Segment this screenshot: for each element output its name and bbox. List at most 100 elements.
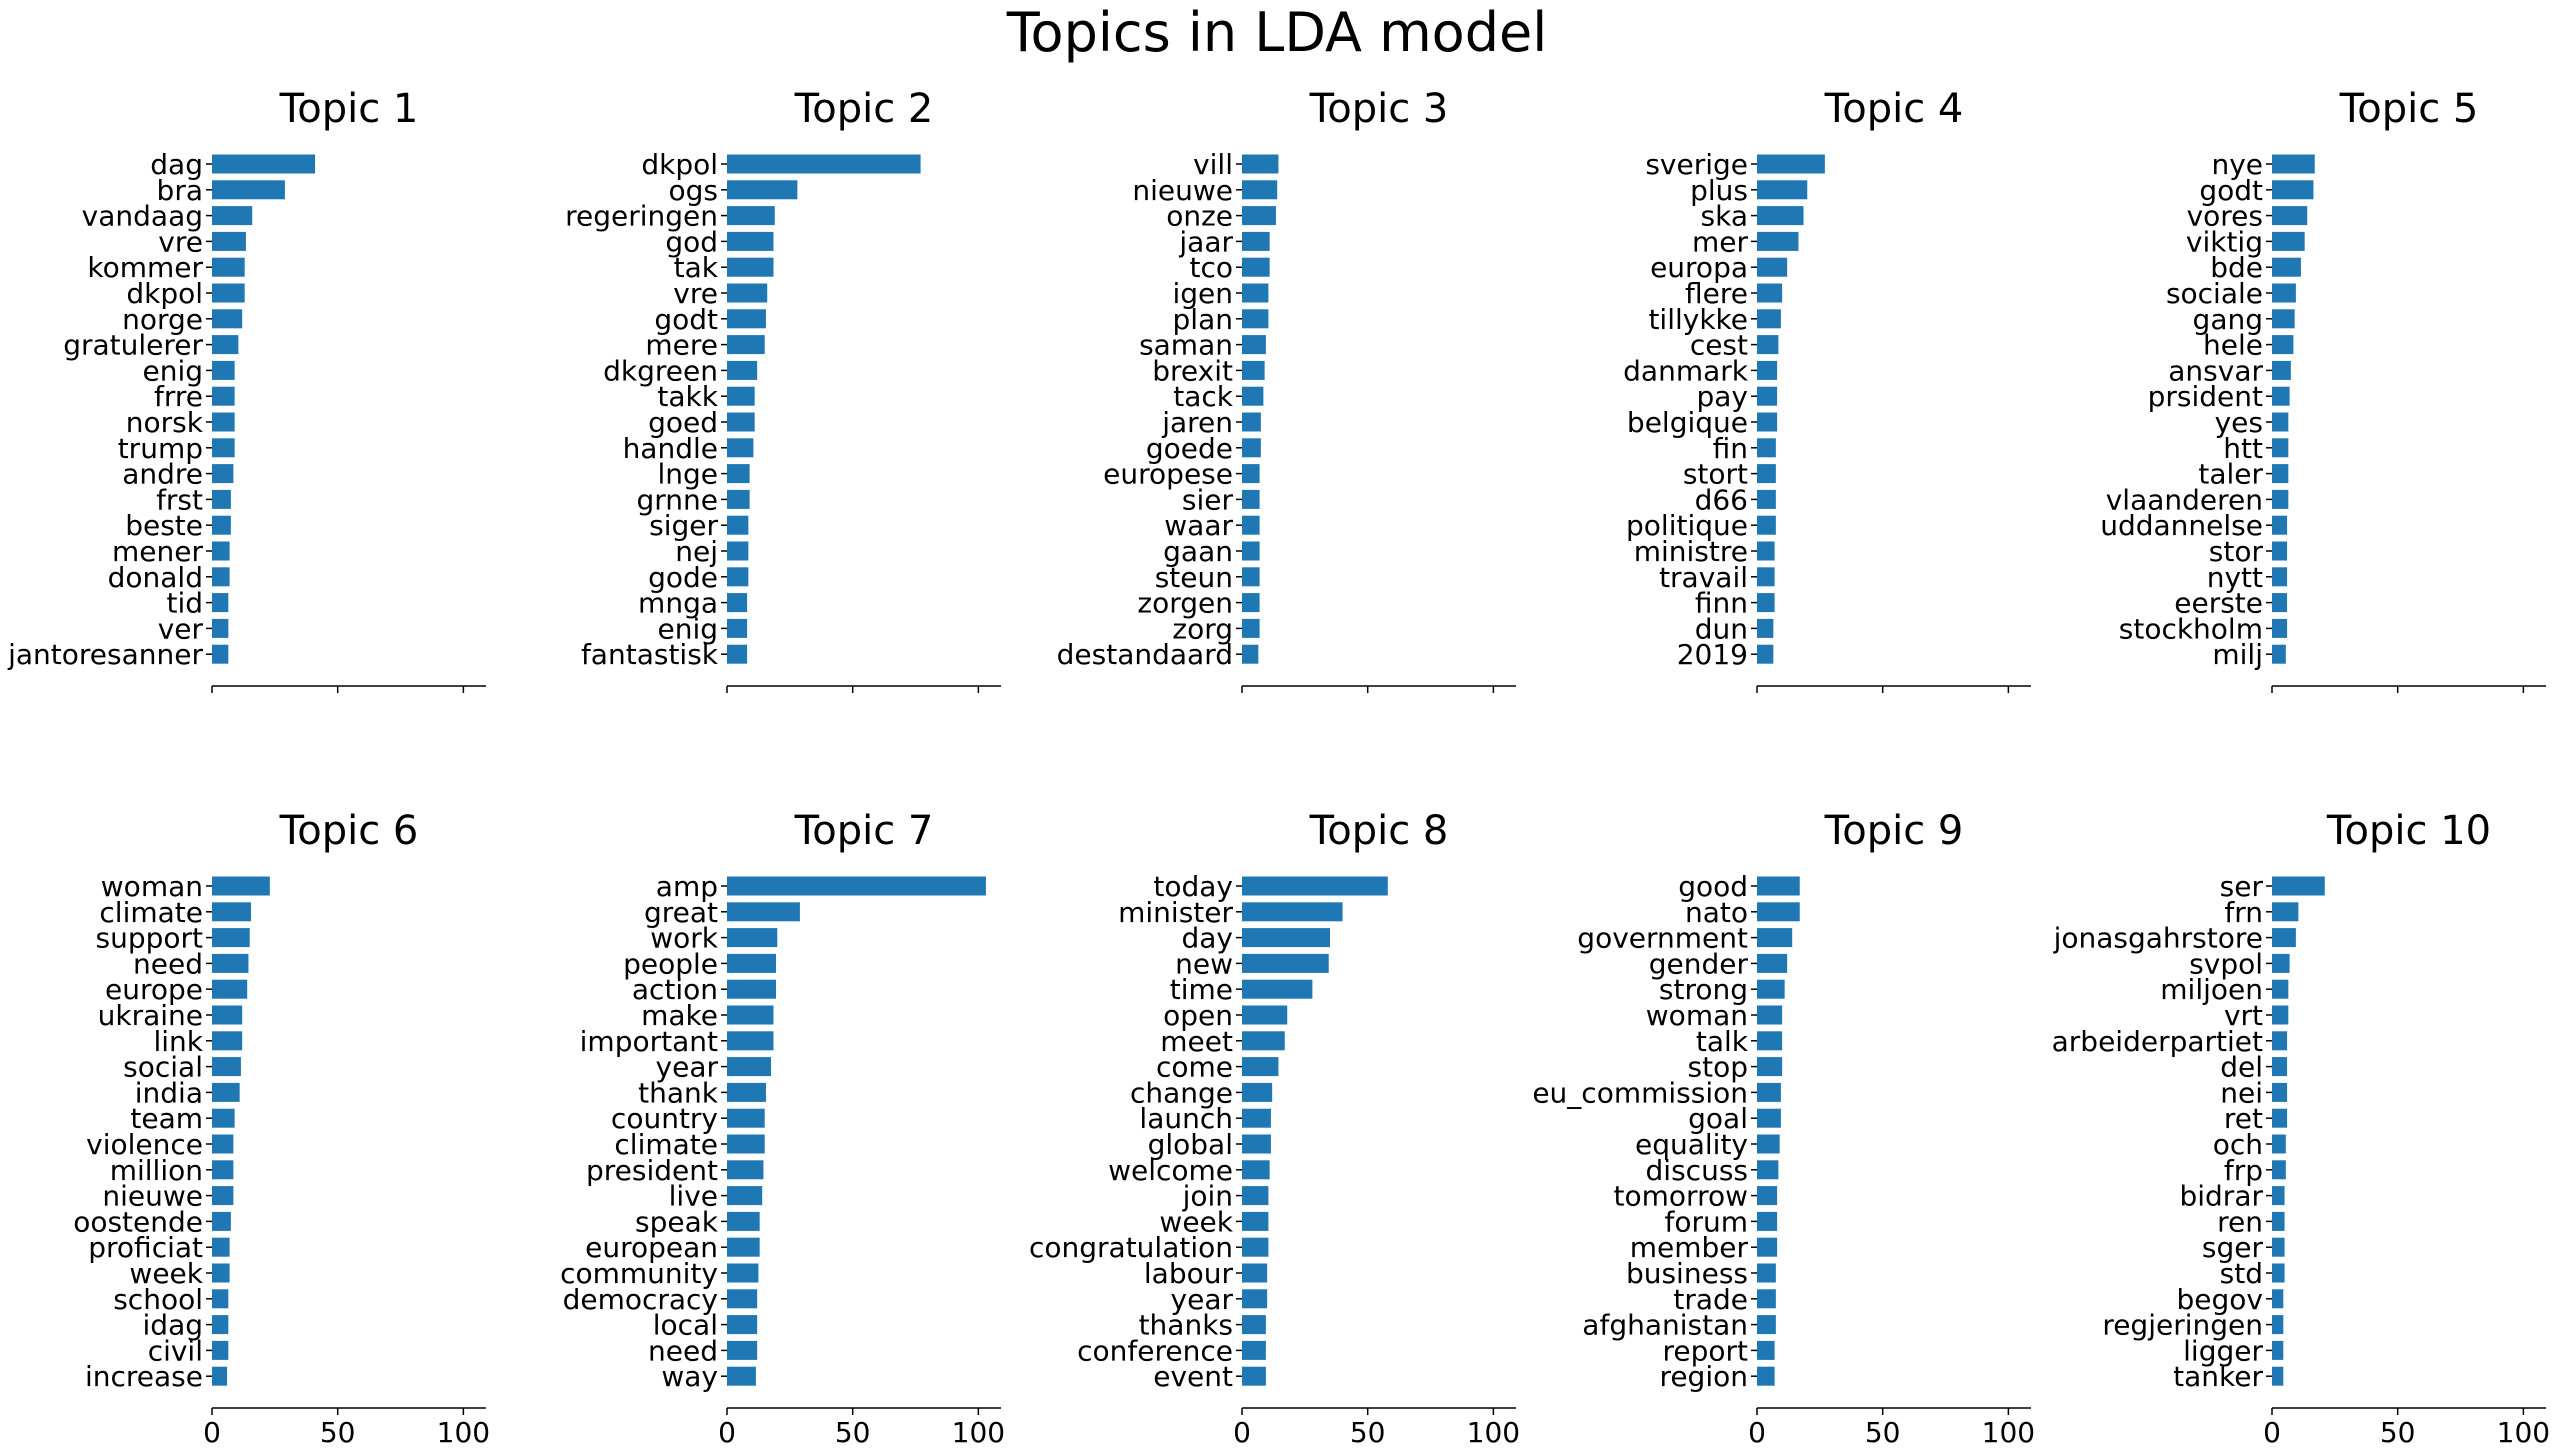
x-tick-label: 100 <box>2497 1416 2550 1449</box>
bar <box>1757 283 1783 303</box>
bar <box>727 1108 765 1128</box>
word-label: tillykke <box>1648 303 1748 336</box>
word-label: taler <box>2198 458 2263 491</box>
bar <box>727 386 755 406</box>
bar <box>212 1340 229 1360</box>
word-label: thanks <box>1139 1309 1233 1342</box>
word-label: great <box>644 896 718 929</box>
word-label: support <box>95 922 203 955</box>
word-label: good <box>1678 870 1748 903</box>
x-tick-label: 100 <box>1467 1416 1520 1449</box>
word-label: bidrar <box>2179 1180 2263 1213</box>
topic-panel: Topic 4 sverigeplusskamereuropafleretilly… <box>1623 86 2031 693</box>
topic-panel: Topic 7 ampgreatworkpeopleactionmakeimpor… <box>560 808 1005 1449</box>
word-label: gaan <box>1163 535 1233 568</box>
word-label: trump <box>118 432 203 465</box>
bar <box>212 1289 229 1309</box>
bar <box>1757 360 1778 380</box>
word-label: igen <box>1172 277 1233 310</box>
word-label: ver <box>158 612 204 645</box>
word-label: nei <box>2220 1076 2263 1109</box>
word-label: welcome <box>1108 1154 1233 1187</box>
bar <box>727 1160 764 1180</box>
bar <box>2272 335 2294 355</box>
word-label: hele <box>2203 329 2263 362</box>
word-label: frre <box>154 380 203 413</box>
bar <box>727 283 768 303</box>
bar <box>1242 1211 1269 1231</box>
word-label: plan <box>1173 303 1233 336</box>
topic-panel: Topic 9 goodnatogovernmentgenderstrongwom… <box>1532 808 2035 1449</box>
bar <box>212 335 239 355</box>
bar <box>1757 180 1808 200</box>
word-label: european <box>585 1231 718 1264</box>
word-label: enig <box>657 612 718 645</box>
bar <box>1757 1108 1781 1128</box>
bar <box>727 180 798 200</box>
word-label: godt <box>2199 174 2263 207</box>
word-label: year <box>1171 1283 1234 1316</box>
bar <box>2272 979 2289 999</box>
word-label: enig <box>142 354 203 387</box>
word-label: norsk <box>126 406 204 439</box>
word-label: violence <box>86 1128 203 1161</box>
bar <box>1242 1031 1285 1051</box>
bar <box>2272 928 2296 948</box>
panel-title: Topic 4 <box>1824 86 1964 132</box>
word-label: och <box>2213 1128 2263 1161</box>
word-label: goal <box>1688 1102 1748 1135</box>
bar <box>1757 902 1800 922</box>
x-tick-label: 100 <box>1982 1416 2035 1449</box>
bar <box>727 1315 758 1335</box>
word-label: donald <box>108 561 203 594</box>
topic-panel: Topic 3 villnieuweonzejaartcoigenplansama… <box>1057 86 1516 693</box>
bar <box>1757 309 1781 329</box>
word-label: business <box>1626 1257 1748 1290</box>
word-label: zorgen <box>1137 587 1233 620</box>
word-label: dkgreen <box>603 354 718 387</box>
word-label: sverige <box>1645 148 1748 181</box>
bar <box>1757 618 1774 638</box>
bar <box>727 231 774 251</box>
bar <box>1757 1289 1776 1309</box>
panel-title: Topic 1 <box>279 86 419 132</box>
word-label: ret <box>2224 1102 2263 1135</box>
word-label: strong <box>1659 973 1748 1006</box>
word-label: need <box>648 1334 718 1367</box>
word-label: open <box>1163 999 1233 1032</box>
bar <box>727 928 778 948</box>
bar <box>212 567 230 587</box>
word-label: nytt <box>2207 561 2263 594</box>
bar <box>1757 979 1785 999</box>
word-label: gratulerer <box>63 329 203 362</box>
word-label: kommer <box>87 251 203 284</box>
bar <box>212 979 248 999</box>
panel-title: Topic 6 <box>279 808 419 854</box>
bar <box>212 154 316 174</box>
word-label: climate <box>99 896 203 929</box>
word-label: civil <box>148 1334 203 1367</box>
word-label: god <box>665 225 718 258</box>
bar <box>727 644 748 664</box>
word-label: fin <box>1713 432 1748 465</box>
word-label: onze <box>1166 200 1233 233</box>
bar <box>1757 489 1776 509</box>
bar <box>1757 386 1778 406</box>
bar <box>727 1237 760 1257</box>
bar <box>1242 438 1261 458</box>
x-tick-label: 0 <box>203 1416 221 1449</box>
bar <box>212 1108 235 1128</box>
bar <box>1242 593 1260 613</box>
word-label: woman <box>101 870 203 903</box>
bar <box>1242 1237 1269 1257</box>
word-label: ligger <box>2183 1334 2263 1367</box>
bar <box>2272 1005 2289 1025</box>
bar <box>1242 567 1260 587</box>
word-label: dag <box>150 148 203 181</box>
word-label: stor <box>2209 535 2264 568</box>
bar <box>212 1031 243 1051</box>
bar <box>2272 1263 2285 1283</box>
bar <box>1242 309 1269 329</box>
topic-panel: Topic 8todayministerdaynewtimeopenmeetco… <box>1029 808 1520 1449</box>
